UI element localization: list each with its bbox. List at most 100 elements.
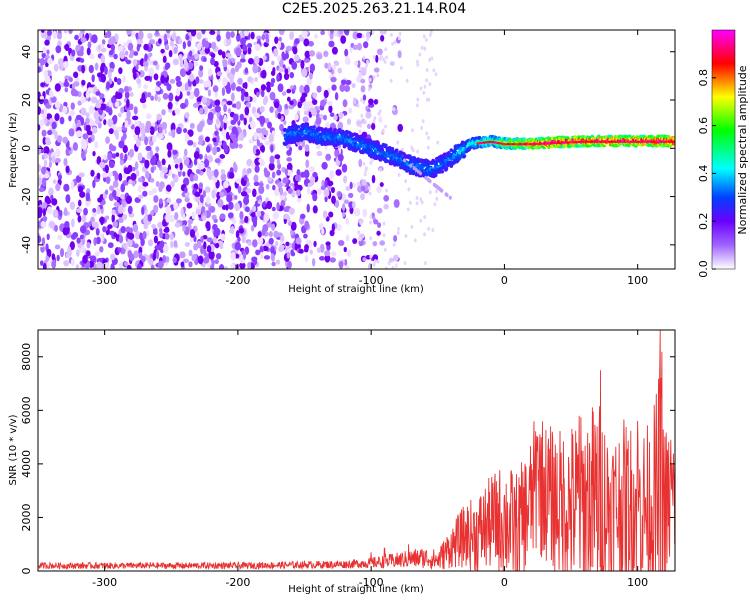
noise-blob (252, 218, 258, 228)
noise-blob (86, 241, 91, 249)
noise-blob (199, 65, 204, 71)
noise-blob (124, 50, 129, 56)
noise-blob (281, 91, 287, 96)
noise-blob (69, 241, 75, 251)
spectrogram-y-ticks: -40 -20 0 20 40 (20, 45, 675, 254)
noise-blob (387, 261, 391, 266)
noise-blob (423, 215, 427, 220)
noise-blob (261, 228, 266, 236)
noise-blob (423, 232, 426, 237)
noise-blob (262, 55, 267, 61)
noise-blob (166, 83, 172, 92)
noise-blob (207, 68, 213, 77)
noise-blob (330, 30, 334, 35)
signal-blob (384, 143, 388, 148)
noise-blob (97, 121, 102, 129)
noise-blob (421, 119, 425, 124)
noise-blob (138, 122, 145, 129)
noise-blob (173, 47, 178, 54)
noise-blob (93, 237, 97, 246)
noise-blob (361, 179, 367, 186)
noise-blob (59, 247, 65, 258)
noise-blob (137, 152, 143, 162)
noise-blob (169, 240, 174, 248)
noise-blob (376, 207, 383, 214)
snr-series-line (38, 330, 675, 571)
noise-blob (126, 98, 130, 108)
noise-blob (242, 168, 248, 177)
noise-blob (369, 160, 373, 165)
noise-blob (276, 202, 280, 212)
noise-blob (56, 33, 63, 40)
noise-blob (306, 203, 310, 213)
noise-blob (243, 117, 247, 126)
noise-blob (270, 246, 275, 254)
noise-blob (141, 92, 146, 102)
noise-blob (188, 261, 193, 268)
noise-blob (413, 238, 417, 243)
noise-blob (214, 158, 221, 164)
noise-blob (80, 107, 87, 116)
noise-blob (196, 42, 202, 51)
noise-blob (254, 76, 258, 82)
noise-blob (375, 54, 379, 63)
noise-blob (165, 206, 172, 216)
noise-blob (131, 166, 136, 172)
noise-blob (184, 133, 190, 143)
noise-blob (397, 172, 401, 177)
noise-blob (422, 34, 426, 39)
noise-blob (215, 118, 220, 125)
noise-blob (176, 126, 182, 135)
noise-blob (208, 250, 215, 260)
noise-blob (256, 35, 263, 41)
noise-blob (334, 92, 339, 101)
noise-blob (107, 242, 114, 249)
noise-blob (157, 260, 164, 269)
noise-blob (38, 106, 42, 115)
noise-blob (379, 167, 382, 172)
noise-blob (368, 191, 372, 196)
noise-blob (359, 123, 363, 128)
noise-blob (312, 205, 318, 214)
noise-blob (112, 189, 117, 198)
noise-blob (197, 255, 204, 265)
noise-blob (389, 61, 395, 67)
noise-blob (189, 122, 195, 129)
noise-blob (276, 158, 281, 166)
noise-blob (129, 148, 135, 158)
noise-blob (278, 67, 285, 73)
noise-blob (92, 207, 97, 213)
noise-blob (108, 160, 115, 169)
noise-blob (206, 196, 211, 205)
noise-blob (220, 233, 226, 241)
noise-blob (352, 238, 358, 244)
noise-blob (161, 109, 166, 116)
noise-blob (230, 81, 236, 91)
noise-blob (234, 241, 241, 251)
noise-blob (77, 199, 82, 207)
noise-blob (53, 63, 59, 72)
noise-blob (267, 176, 273, 182)
noise-blob (152, 135, 157, 143)
noise-blob (280, 235, 285, 242)
noise-blob (162, 254, 167, 264)
y-tick-label: -20 (20, 188, 33, 206)
noise-blob (222, 59, 228, 65)
noise-blob (335, 224, 342, 232)
noise-blob (392, 242, 396, 247)
noise-blob (277, 40, 282, 50)
noise-blob (240, 191, 248, 197)
noise-blob (56, 254, 60, 262)
noise-blob (411, 128, 414, 133)
noise-blob (383, 203, 389, 210)
noise-blob (158, 126, 163, 133)
noise-blob (212, 146, 218, 156)
noise-blob (283, 53, 287, 60)
noise-blob (283, 206, 288, 213)
noise-blob (362, 257, 367, 262)
noise-blob (285, 45, 292, 52)
noise-blob (376, 259, 380, 264)
noise-blob (329, 112, 335, 117)
noise-blob (415, 201, 419, 206)
